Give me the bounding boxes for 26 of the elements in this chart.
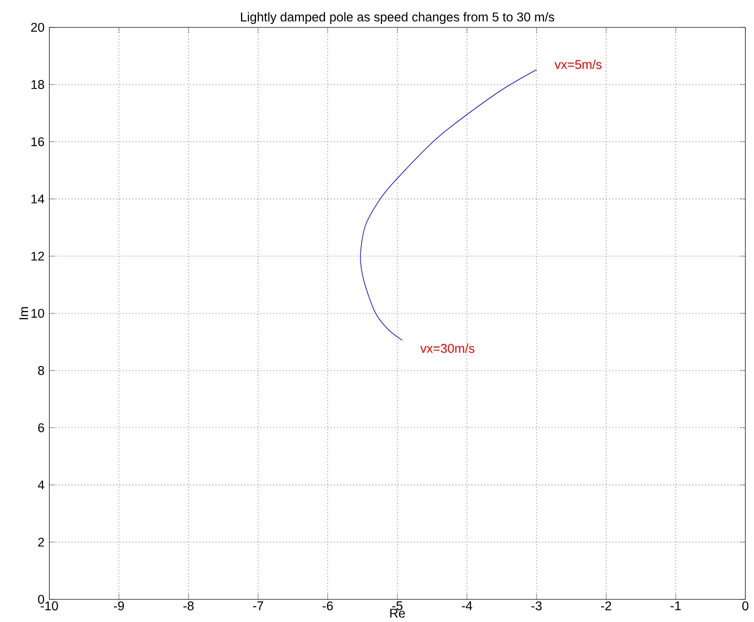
y-tick-label: 20 <box>31 22 44 32</box>
annotation: vx=5m/s <box>554 60 602 69</box>
y-tick-label: 10 <box>31 308 44 318</box>
y-tick-label: 14 <box>31 194 44 204</box>
y-tick-label: 8 <box>38 366 44 376</box>
x-tick-label: -1 <box>670 601 681 610</box>
x-tick-label: -2 <box>601 601 612 610</box>
x-tick-label: -4 <box>462 601 472 610</box>
x-tick-label: 0 <box>742 601 748 610</box>
x-tick-label: -3 <box>531 601 542 610</box>
y-tick-label: 16 <box>31 137 44 146</box>
line-series <box>360 69 537 341</box>
y-tick-label: 12 <box>31 252 44 261</box>
y-tick-label: 2 <box>38 538 44 547</box>
y-tick-label: 4 <box>38 480 44 490</box>
annotation: vx=30m/s <box>420 344 474 353</box>
x-tick-label: -5 <box>392 601 402 610</box>
chart-title: Lightly damped pole as speed changes from 5 to 30 m/s <box>241 12 554 24</box>
y-axis-title: Im <box>19 307 28 320</box>
y-tick-label: 6 <box>38 423 44 432</box>
x-tick-label: -6 <box>322 601 333 610</box>
x-tick-label: -9 <box>114 601 124 610</box>
x-tick-label: -8 <box>183 601 194 610</box>
y-tick-label: 18 <box>31 80 44 90</box>
x-tick-label: -7 <box>253 601 264 610</box>
x-axis-title: Re <box>390 608 405 618</box>
